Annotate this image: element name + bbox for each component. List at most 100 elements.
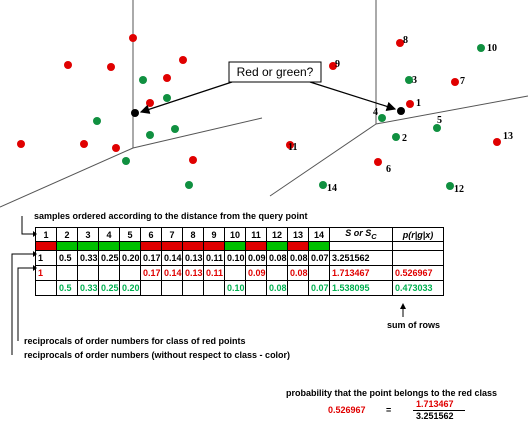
equation-numerator: 1.713467	[416, 399, 454, 409]
right-point-label: 5	[437, 115, 442, 126]
right-point-label: 12	[454, 184, 464, 195]
right-point-label: 6	[386, 164, 391, 175]
value-cell	[57, 266, 78, 281]
right-point: 8	[396, 35, 408, 47]
value-cell: 0.13	[183, 266, 204, 281]
class-color-cell	[120, 242, 141, 251]
value-cell: 0.5	[57, 251, 78, 266]
class-color-cell	[183, 242, 204, 251]
value-cell	[309, 266, 330, 281]
probability-cell: 0.473033	[393, 281, 444, 296]
arrow-left	[141, 82, 232, 112]
header-cell: 10	[225, 228, 246, 242]
row-green-reciprocals: 0.5 0.33 0.25 0.20 0.10 0.08 0.07 1.538095 0.473…	[36, 281, 444, 296]
value-cell: 0.09	[246, 251, 267, 266]
class-color-cell	[288, 242, 309, 251]
value-cell: 0.14	[162, 251, 183, 266]
right-point: 5	[433, 115, 442, 132]
right-point: 9	[329, 59, 340, 70]
header-cell: 9	[204, 228, 225, 242]
sum-cell: 1.713467	[330, 266, 393, 281]
right-point-dot	[319, 181, 327, 189]
left-point	[146, 99, 154, 107]
value-cell: 1	[36, 266, 57, 281]
value-cell: 0.11	[204, 251, 225, 266]
right-point-dot	[451, 78, 459, 86]
annotation-ordered: samples ordered according to the distanc…	[34, 211, 308, 221]
value-cell: 0.09	[246, 266, 267, 281]
header-cell: 7	[162, 228, 183, 242]
value-cell: 0.08	[267, 281, 288, 296]
left-point	[139, 76, 147, 84]
left-point	[146, 131, 154, 139]
value-cell: 0.33	[78, 281, 99, 296]
header-cell: 1	[36, 228, 57, 242]
value-cell	[36, 281, 57, 296]
right-point-label: 10	[487, 43, 497, 54]
header-cell: 8	[183, 228, 204, 242]
right-axes	[270, 0, 528, 196]
annotation-probability: probability that the point belongs to th…	[286, 388, 497, 398]
header-cell: 14	[309, 228, 330, 242]
value-cell	[267, 266, 288, 281]
query-point-right	[397, 107, 405, 115]
left-point	[129, 34, 137, 42]
equation-result: 0.526967	[328, 405, 366, 415]
right-point: 1	[406, 98, 421, 109]
value-cell: 0.33	[78, 251, 99, 266]
class-color-cell	[309, 242, 330, 251]
value-cell	[246, 281, 267, 296]
value-cell: 0.08	[288, 266, 309, 281]
left-points	[17, 34, 294, 189]
value-cell: 0.08	[288, 251, 309, 266]
right-point-label: 7	[460, 76, 465, 87]
value-cell	[78, 266, 99, 281]
value-cell: 0.13	[183, 251, 204, 266]
right-point-dot	[374, 158, 382, 166]
header-cell: 2	[57, 228, 78, 242]
right-point-label: 8	[403, 35, 408, 46]
value-cell: 1	[36, 251, 57, 266]
left-point	[122, 157, 130, 165]
right-point-label: 14	[327, 183, 337, 194]
left-point	[64, 61, 72, 69]
value-cell	[141, 281, 162, 296]
right-point-label: 9	[335, 59, 340, 70]
left-point	[80, 140, 88, 148]
equation-denominator: 3.251562	[416, 411, 454, 421]
value-cell: 0.10	[225, 251, 246, 266]
left-point	[17, 140, 25, 148]
right-point-label: 4	[373, 107, 378, 118]
annotation-all-recip: reciprocals of order numbers (without re…	[24, 350, 290, 360]
left-point	[107, 63, 115, 71]
query-label: Red or green?	[237, 65, 314, 79]
query-point-left	[131, 109, 139, 117]
class-color-cell	[204, 242, 225, 251]
left-point	[189, 156, 197, 164]
class-color-cell	[78, 242, 99, 251]
class-color-cell	[99, 242, 120, 251]
right-point-dot	[406, 100, 414, 108]
knn-table: 1 2 3 4 5 6 7 8 9 10 11 12 13 14 S or SC…	[35, 227, 444, 296]
left-axes	[0, 0, 262, 207]
arrow-right	[310, 82, 395, 109]
right-point: 12	[446, 182, 464, 195]
value-cell: 0.11	[204, 266, 225, 281]
s-header-sub: C	[371, 232, 376, 241]
header-cell: 11	[246, 228, 267, 242]
left-point	[185, 181, 193, 189]
row-all-reciprocals: 1 0.5 0.33 0.25 0.20 0.17 0.14 0.13 0.11 0.10 0.09…	[36, 251, 444, 266]
value-cell: 0.08	[267, 251, 288, 266]
value-cell	[225, 266, 246, 281]
left-point	[171, 125, 179, 133]
right-point: 10	[477, 43, 497, 54]
s-header-cell: S or SC	[330, 228, 393, 242]
value-cell	[183, 281, 204, 296]
value-cell: 0.25	[99, 281, 120, 296]
right-point-dot	[477, 44, 485, 52]
value-cell: 0.10	[225, 281, 246, 296]
sum-cell: 3.251562	[330, 251, 393, 266]
header-cell: 5	[120, 228, 141, 242]
header-row: 1 2 3 4 5 6 7 8 9 10 11 12 13 14 S or SC…	[36, 228, 444, 242]
right-point-label: 13	[503, 131, 513, 142]
